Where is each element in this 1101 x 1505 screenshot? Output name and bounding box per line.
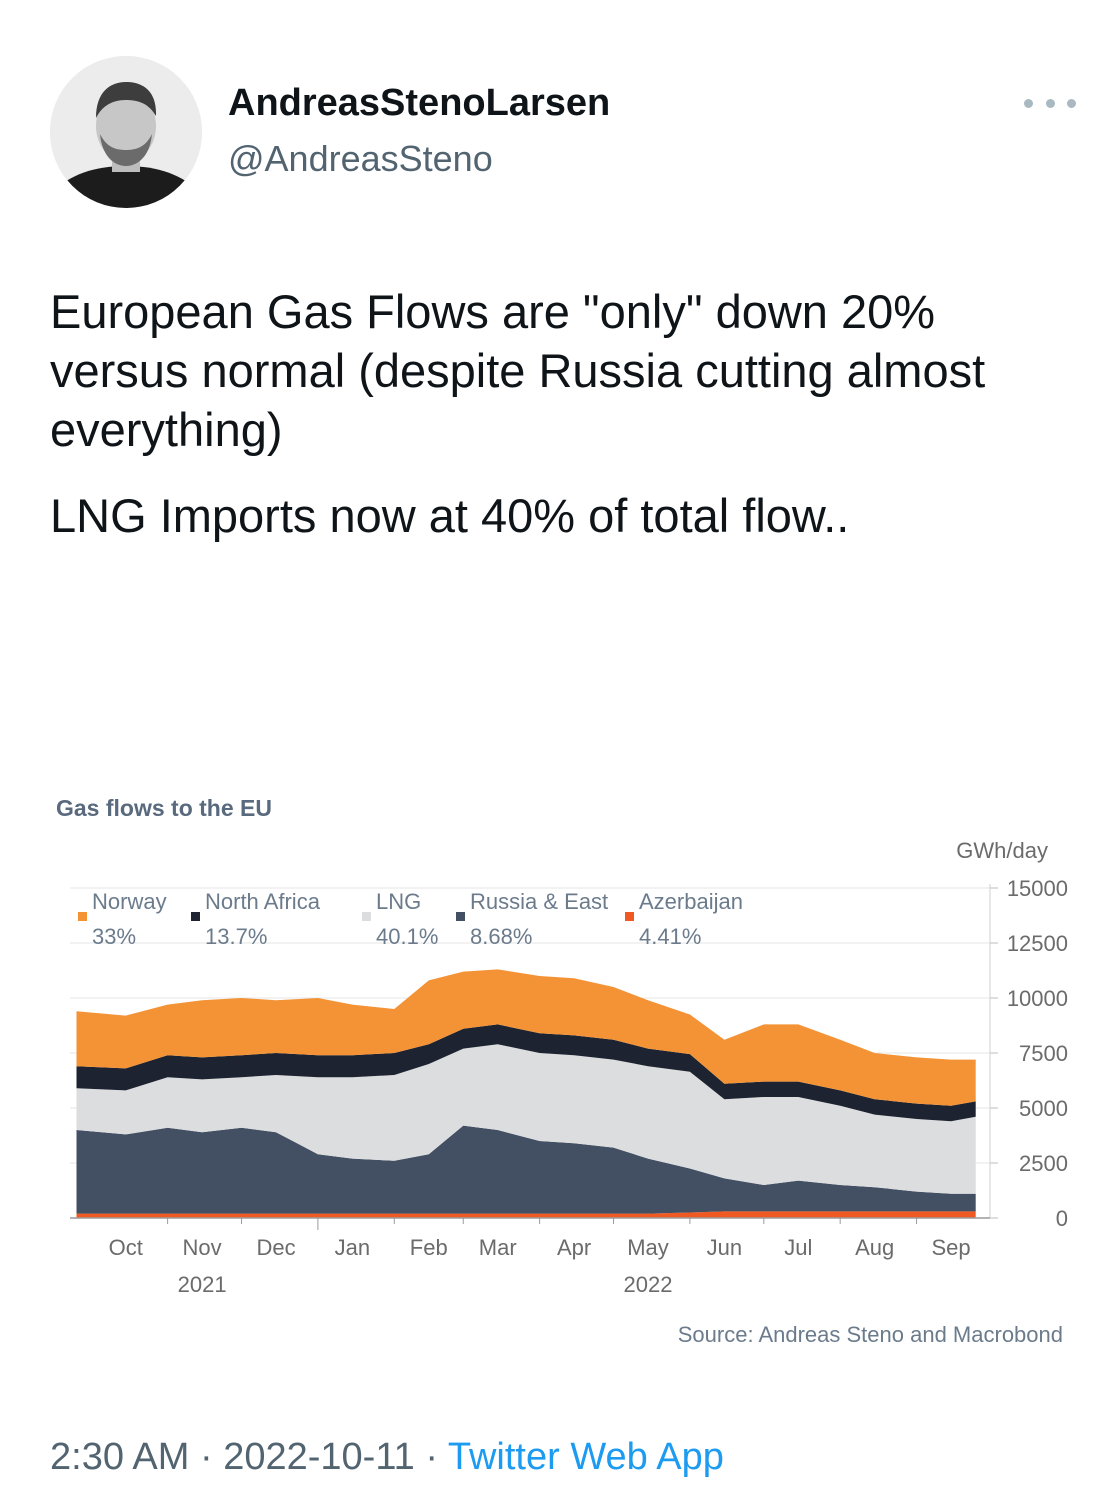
x-tick-label: Nov bbox=[183, 1235, 222, 1260]
footer-separator: · bbox=[425, 1436, 438, 1478]
more-dot-icon bbox=[1045, 98, 1055, 108]
tweet-footer: 2:30 AM · 2022-10-11 · Twitter Web App bbox=[50, 1436, 724, 1479]
chart-axes: 0 2500 5000 7500 10000 12500 15000 Oct Nov Dec Jan… bbox=[70, 876, 1068, 1297]
chart-source: Source: Andreas Steno and Macrobond bbox=[678, 1322, 1063, 1347]
legend-item: LNG 40.1% bbox=[362, 889, 438, 949]
tweet-date[interactable]: 2022-10-11 bbox=[223, 1436, 415, 1478]
x-tick-label: Aug bbox=[855, 1235, 894, 1260]
chart-legend: Norway 33% North Africa 13.7% LNG 40.1% Russia… bbox=[78, 889, 743, 949]
tweet-paragraph: LNG Imports now at 40% of total flow.. bbox=[50, 489, 850, 542]
x-tick-label: Feb bbox=[410, 1235, 448, 1260]
more-options-button[interactable] bbox=[1024, 88, 1076, 118]
x-tick-label: May bbox=[627, 1235, 669, 1260]
legend-swatch bbox=[78, 912, 87, 921]
tweet-paragraph: European Gas Flows are "only" down 20% v… bbox=[50, 285, 986, 456]
legend-swatch bbox=[456, 912, 465, 921]
legend-label: Russia & East bbox=[470, 889, 608, 914]
avatar-portrait bbox=[50, 56, 202, 208]
legend-share: 4.41% bbox=[639, 924, 701, 949]
author-avatar[interactable] bbox=[50, 56, 202, 208]
y-tick-label: 5000 bbox=[1019, 1096, 1068, 1121]
x-tick-label: Sep bbox=[931, 1235, 970, 1260]
legend-item: North Africa 13.7% bbox=[191, 889, 321, 949]
area-norway bbox=[76, 969, 976, 1106]
x-tick-label: Dec bbox=[256, 1235, 295, 1260]
legend-item: Russia & East 8.68% bbox=[456, 889, 608, 949]
legend-share: 8.68% bbox=[470, 924, 532, 949]
chart-unit-label: GWh/day bbox=[956, 838, 1048, 863]
x-year-label: 2022 bbox=[624, 1272, 673, 1297]
tweet-media-chart[interactable]: Gas flows to the EU GWh/day 0 2500 5000 750… bbox=[50, 772, 1080, 1372]
x-tick-label: Jun bbox=[707, 1235, 742, 1260]
x-tick-label: Mar bbox=[479, 1235, 517, 1260]
y-tick-label: 12500 bbox=[1007, 931, 1068, 956]
more-dot-icon bbox=[1067, 98, 1076, 108]
chart-areas bbox=[76, 969, 976, 1218]
tweet-time[interactable]: 2:30 AM bbox=[50, 1436, 190, 1478]
legend-label: LNG bbox=[376, 889, 421, 914]
area-azerbaijan bbox=[76, 1211, 976, 1218]
x-tick-label: Apr bbox=[557, 1235, 591, 1260]
x-tick-label: Oct bbox=[109, 1235, 143, 1260]
legend-swatch bbox=[362, 912, 371, 921]
legend-item: Norway 33% bbox=[78, 889, 167, 949]
legend-share: 33% bbox=[92, 924, 136, 949]
legend-item: Azerbaijan 4.41% bbox=[625, 889, 743, 949]
chart-svg: Gas flows to the EU GWh/day 0 2500 5000 750… bbox=[56, 795, 1068, 1347]
area-north-africa bbox=[76, 1024, 976, 1122]
legend-share: 13.7% bbox=[205, 924, 267, 949]
y-tick-label: 10000 bbox=[1007, 986, 1068, 1011]
x-year-label: 2021 bbox=[178, 1272, 227, 1297]
y-tick-label: 0 bbox=[1056, 1206, 1068, 1231]
x-tick-label: Jan bbox=[335, 1235, 370, 1260]
more-dot-icon bbox=[1024, 98, 1033, 108]
legend-label: Azerbaijan bbox=[639, 889, 743, 914]
legend-label: North Africa bbox=[205, 889, 321, 914]
author-name[interactable]: AndreasStenoLarsen bbox=[228, 82, 611, 124]
legend-share: 40.1% bbox=[376, 924, 438, 949]
area-lng bbox=[76, 1044, 976, 1194]
y-tick-label: 15000 bbox=[1007, 876, 1068, 901]
legend-swatch bbox=[191, 912, 200, 921]
footer-separator: · bbox=[199, 1436, 213, 1478]
tweet-text: European Gas Flows are "only" down 20% v… bbox=[50, 282, 1060, 572]
legend-swatch bbox=[625, 912, 634, 921]
y-tick-label: 2500 bbox=[1019, 1151, 1068, 1176]
legend-label: Norway bbox=[92, 889, 167, 914]
source-app-link[interactable]: Twitter Web App bbox=[447, 1436, 724, 1478]
y-tick-label: 7500 bbox=[1019, 1041, 1068, 1066]
chart-title: Gas flows to the EU bbox=[56, 795, 272, 821]
author-handle[interactable]: @AndreasSteno bbox=[228, 138, 493, 179]
x-tick-label: Jul bbox=[784, 1235, 812, 1260]
area-russia-east bbox=[76, 1125, 976, 1214]
